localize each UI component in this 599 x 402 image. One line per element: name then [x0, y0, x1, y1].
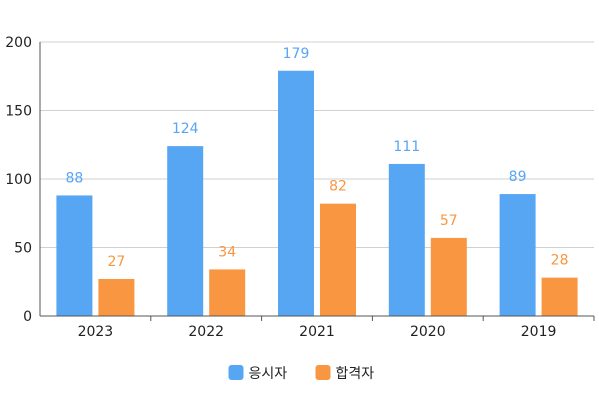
bar-applicants-2023[interactable] — [56, 195, 93, 316]
labels: 0 50 100 150 200 88 27 2023 124 34 2022 179 82 2021 11… — [5, 35, 568, 340]
data-label: 28 — [551, 253, 569, 269]
y-tick-label: 50 — [14, 241, 32, 257]
data-label: 88 — [65, 170, 83, 186]
bar-passers-2022[interactable] — [209, 269, 246, 316]
bar-passers-2023[interactable] — [98, 279, 135, 316]
data-label: 124 — [172, 121, 199, 137]
bar-applicants-2019[interactable] — [499, 194, 536, 316]
legend-label[interactable]: 합격자 — [336, 366, 375, 382]
data-label: 179 — [283, 46, 310, 62]
bar-passers-2021[interactable] — [320, 203, 356, 316]
bars — [56, 70, 578, 317]
legend-swatch[interactable] — [228, 365, 244, 380]
data-label: 27 — [107, 254, 125, 270]
legend-label[interactable]: 응시자 — [249, 366, 288, 382]
bar-passers-2020[interactable] — [430, 237, 467, 316]
y-tick-label: 150 — [5, 104, 32, 120]
bar-applicants-2021[interactable] — [278, 70, 314, 317]
bar-applicants-2020[interactable] — [388, 163, 425, 316]
legend[interactable]: 응시자 합격자 — [228, 365, 375, 382]
axes — [39, 42, 595, 321]
bar-applicants-2022[interactable] — [167, 146, 204, 316]
y-tick-label: 100 — [5, 172, 32, 188]
data-label: 89 — [509, 169, 527, 185]
y-tick-label: 0 — [23, 309, 32, 325]
x-tick-label: 2022 — [188, 324, 224, 340]
x-tick-label: 2019 — [521, 324, 557, 340]
x-tick-label: 2023 — [78, 324, 114, 340]
x-tick-label: 2020 — [410, 324, 446, 340]
y-tick-label: 200 — [5, 35, 32, 51]
legend-swatch[interactable] — [315, 365, 331, 380]
x-tick-label: 2021 — [299, 324, 335, 340]
data-label: 34 — [218, 244, 236, 260]
data-label: 57 — [440, 213, 458, 229]
data-label: 82 — [329, 179, 347, 195]
data-label: 111 — [393, 139, 420, 155]
bar-passers-2019[interactable] — [541, 277, 578, 316]
